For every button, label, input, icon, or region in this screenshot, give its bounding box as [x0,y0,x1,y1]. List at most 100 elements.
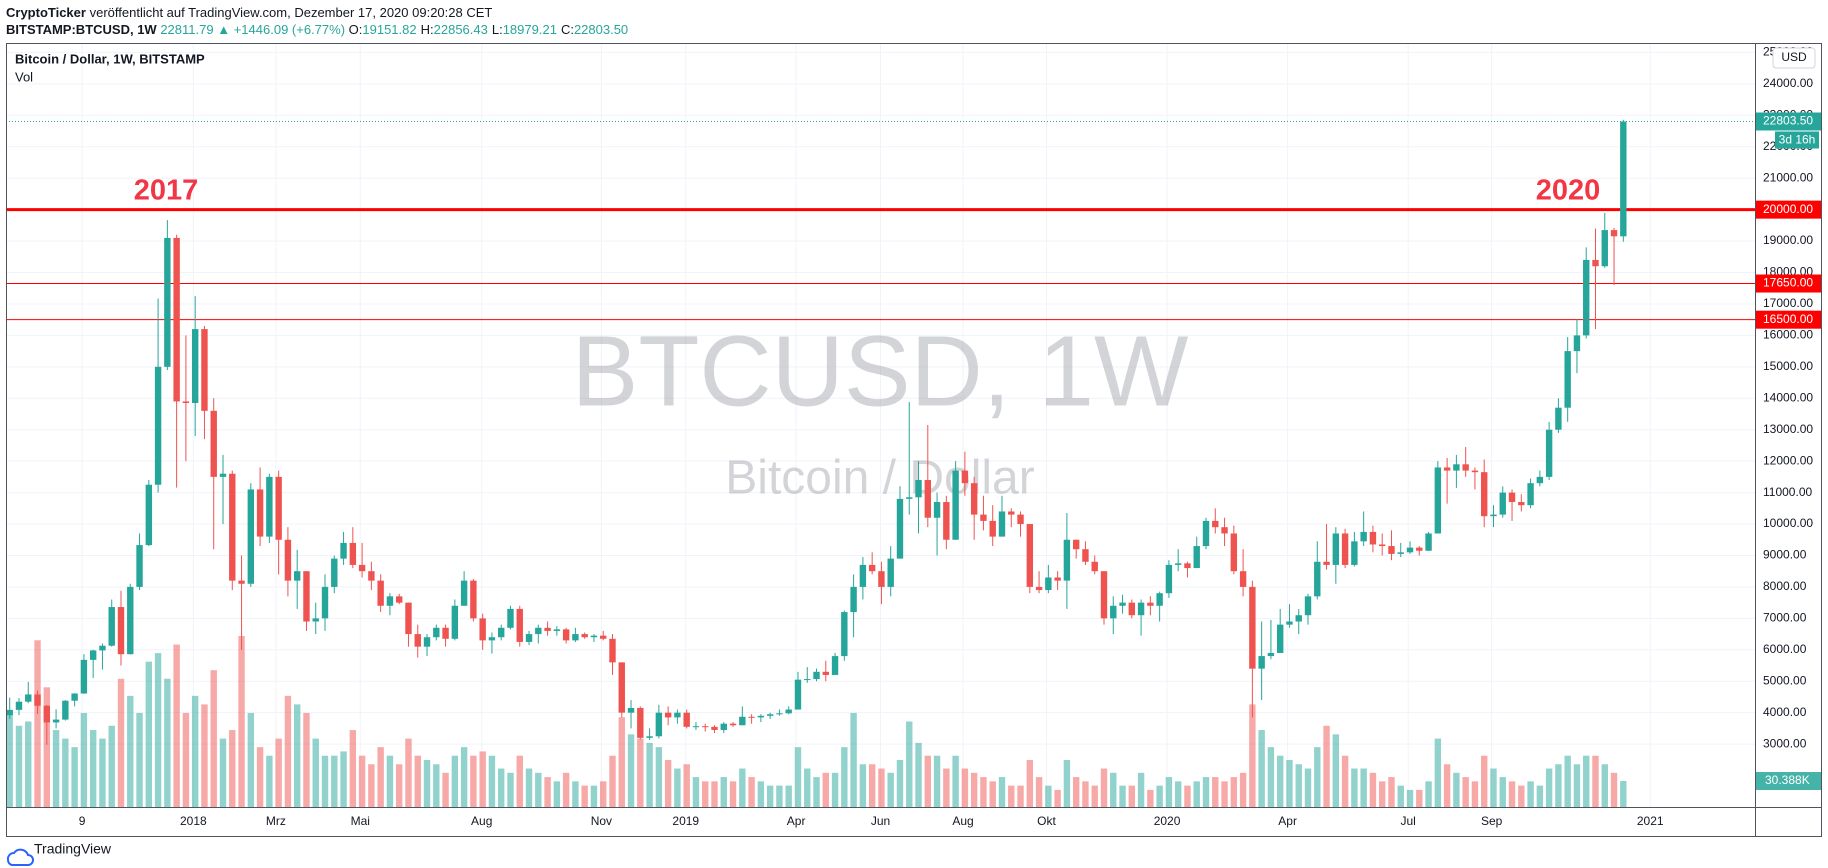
currency-button[interactable] [1772,47,1816,69]
candle-body [1045,577,1052,591]
volume-bar [1397,785,1404,807]
candle-body [284,539,292,581]
annotation: 2020 [1536,175,1601,207]
volume-bar [1527,781,1534,807]
volume-bar [887,772,894,807]
volume-bar [664,759,672,807]
field-value: 19151.82 [362,22,417,37]
volume-bar [1564,755,1571,807]
volume-bar [813,777,820,807]
candle-body [1258,656,1265,669]
volume-bar [25,721,32,807]
candle-body [219,473,227,477]
volume-bar [1379,781,1386,807]
volume-bar [1119,785,1126,807]
candle-body [1202,520,1210,547]
candle-body [6,709,13,716]
volume-bar [1193,781,1200,807]
candle-body [238,580,245,584]
candle-body [618,662,625,713]
candle-body [1471,470,1479,473]
volume-bar [1137,772,1145,807]
candle-body [980,514,987,521]
candle-body [470,580,477,619]
volume-bar [340,751,347,807]
field-value: 22803.50 [573,22,629,37]
level-label-box [1756,200,1822,219]
volume-bar [729,781,737,807]
publisher: CryptoTicker [6,5,86,20]
volume-bar [785,785,792,807]
volume-bar [164,678,171,807]
candle-body [1230,533,1238,572]
candle-body [702,726,709,728]
candle-body [164,237,171,367]
candle-body [1406,547,1414,553]
candle-body [1351,541,1358,565]
volume-bar [1453,772,1460,807]
volume-bar [683,764,690,807]
volume-bar [1304,768,1312,807]
volume-bar [1008,785,1015,807]
candle-body [776,713,783,715]
volume-bar [970,772,978,807]
candle-body [952,470,959,540]
candle-body [683,712,690,727]
x-tick-label: Mrz [266,814,286,828]
candle-body [154,366,162,485]
volume-bar [191,695,199,807]
candle-body [1221,527,1228,534]
candle-body [516,608,523,642]
volume-bar [368,764,375,807]
candle-body [1481,472,1488,517]
volume-bar [831,772,839,807]
y-tick-label: 4000.00 [1763,705,1807,719]
candle-body [1416,547,1423,551]
candle-body [1054,577,1061,581]
field-value: 22856.43 [433,22,488,37]
volume-bar [1063,759,1071,807]
candle-body [1249,586,1256,669]
candle-body [915,480,922,498]
volume-bar [1332,734,1340,807]
volume-bar [1545,768,1553,807]
volume-bar [423,759,431,807]
candle-body [1314,561,1321,597]
candle-body [127,586,134,655]
candle-body [1267,652,1275,657]
x-tick-label: 2021 [1637,814,1664,828]
candle-body [535,627,542,635]
volume-bar [915,742,922,807]
candle-body [600,635,607,639]
volume-bar [349,730,357,807]
volume-bar [1054,789,1061,807]
candle-body [637,707,644,738]
volume-bar [739,768,746,807]
header: CryptoTicker veröffentlicht auf TradingV… [6,4,632,38]
volume-bar [720,777,727,807]
candle-body [572,634,579,641]
volume-bar [6,712,13,807]
candle-body [414,634,421,647]
change: +1446.09 (+6.77%) [233,22,346,37]
volume-bar [841,747,848,807]
candle-body [1564,351,1571,408]
candle-body [256,489,264,537]
volume-bar [711,781,718,807]
candle-body [1008,511,1015,515]
candle-body [998,511,1006,537]
volume-bar [507,772,514,807]
volume-bar [1147,789,1154,807]
field-label: C: [560,22,574,37]
candle-body [108,607,115,646]
candle-body [507,608,514,628]
volume-bar [442,772,449,807]
volume-bar [229,730,236,807]
x-tick-label: 2020 [1154,814,1181,828]
candle-body [609,638,616,663]
volume-bar [794,747,802,807]
candle-body [757,715,765,718]
volume-bar [1443,764,1451,807]
candle-body [1323,561,1330,565]
